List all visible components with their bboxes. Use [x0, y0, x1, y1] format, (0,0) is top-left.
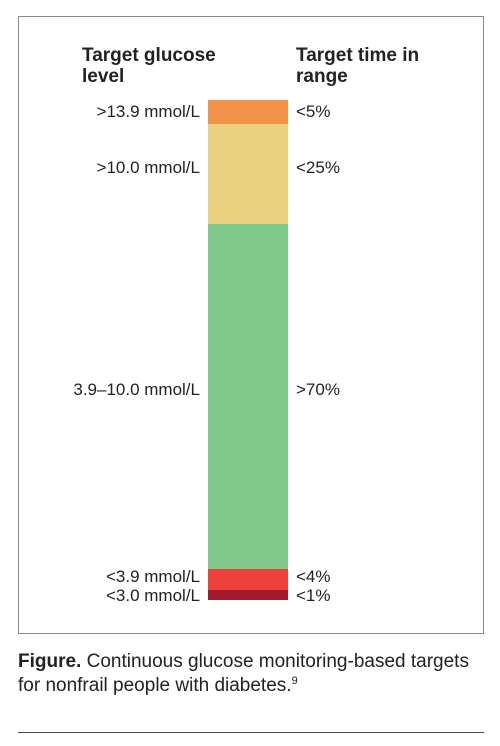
time-label-in-range: >70% [296, 380, 340, 399]
bottom-rule [18, 732, 484, 733]
band-in-range [208, 224, 288, 569]
header-target-glucose-level: Target glucose level [82, 45, 216, 87]
figure-frame [18, 16, 484, 634]
time-label-very-low: <1% [296, 586, 331, 605]
header-target-time-in-range: Target time in range [296, 45, 420, 87]
time-label-low: <4% [296, 567, 331, 586]
band-high [208, 124, 288, 224]
band-very-high [208, 100, 288, 124]
caption-lead: Figure. [18, 651, 82, 672]
caption-text: Continuous glucose monitoring-based targ… [18, 651, 469, 696]
figure-caption: Figure. Continuous glucose monitoring-ba… [18, 650, 488, 698]
time-label-very-high: <5% [296, 102, 331, 121]
band-very-low [208, 590, 288, 600]
caption-reference: 9 [291, 675, 298, 687]
time-label-high: <25% [296, 158, 340, 177]
level-label-low: <3.9 mmol/L [105, 567, 200, 586]
band-low [208, 569, 288, 590]
level-label-very-high: >13.9 mmol/L [96, 102, 200, 121]
level-label-very-low: <3.0 mmol/L [105, 586, 200, 605]
level-label-high: >10.0 mmol/L [96, 158, 200, 177]
level-label-in-range: 3.9–10.0 mmol/L [73, 380, 200, 399]
